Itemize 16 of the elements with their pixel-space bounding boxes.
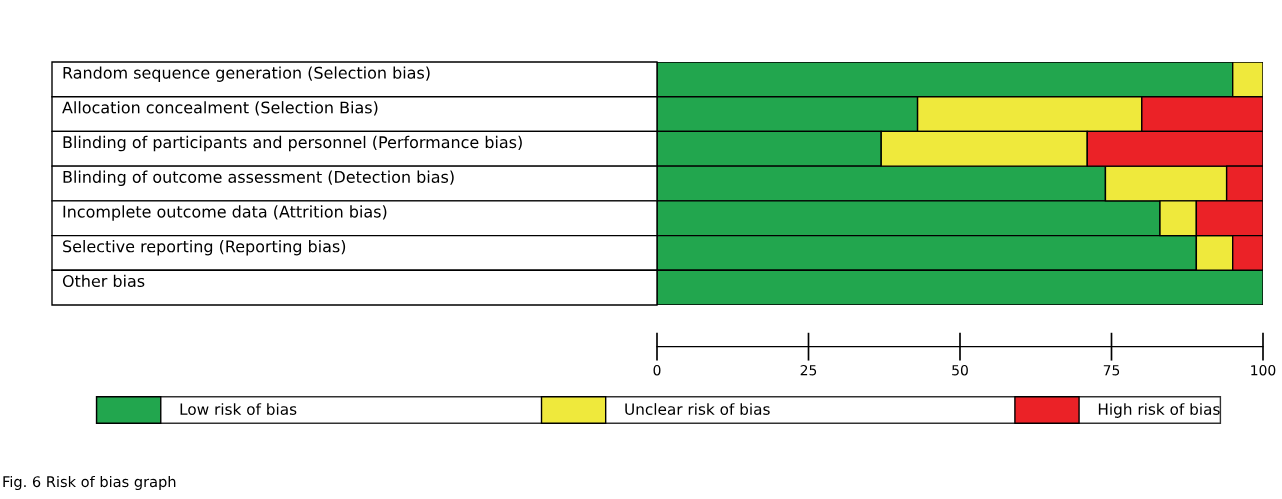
y-tick-label: Selective reporting (Reporting bias): [63, 239, 346, 256]
legend-label: Unclear risk of bias: [625, 403, 770, 415]
y-tick-label: Allocation concealment (Selection Bias): [62, 101, 378, 116]
y-tick-label: Other bias: [62, 274, 145, 288]
y-tick-label: Random sequence generation (Selection bias): [63, 66, 430, 82]
legend-label: High risk of bias: [1098, 403, 1220, 418]
caption: Fig. 6 Risk of bias graph: [3, 475, 176, 490]
x-tick-label: 75: [1103, 365, 1120, 376]
x-tick-label: 25: [800, 364, 817, 376]
x-tick-label: 50: [952, 364, 968, 376]
y-tick-label: Blinding of participants and personnel (Performance bias): [63, 135, 522, 152]
x-tick-label: 100: [1251, 364, 1276, 376]
y-tick-label: Blinding of outcome assessment (Detection bias): [63, 170, 454, 187]
y-tick-label: Incomplete outcome data (Attrition bias): [63, 205, 387, 221]
x-tick-label: 0: [653, 364, 661, 376]
legend-label: Low risk of bias: [180, 403, 297, 415]
